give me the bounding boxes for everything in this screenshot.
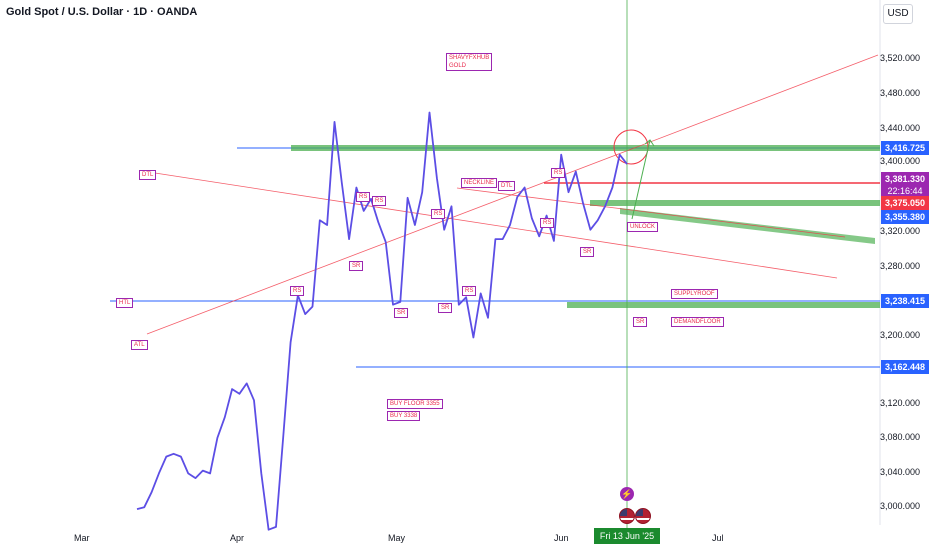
price-label: 3,480.000 — [879, 88, 920, 98]
annotation-rs[interactable]: RS — [356, 192, 371, 202]
currency-selector[interactable]: USD — [883, 4, 913, 24]
price-label: 3,400.000 — [879, 156, 920, 166]
price-label: 3,120.000 — [879, 398, 920, 408]
annotation-sr[interactable]: SR — [349, 261, 364, 271]
annotation-atl[interactable]: ATL — [131, 340, 148, 350]
annotation-dtl-2[interactable]: DTL — [498, 181, 516, 191]
price-tag-current[interactable]: 3,381.330 — [881, 172, 929, 186]
price-label: 3,440.000 — [879, 123, 920, 133]
descending-trendline[interactable] — [154, 172, 838, 279]
ascending-trendline[interactable] — [146, 54, 879, 335]
price-tag-3162[interactable]: 3,162.448 — [881, 360, 929, 374]
annotation-rs[interactable]: RS — [290, 286, 305, 296]
annotation-sr[interactable]: SR — [633, 317, 648, 327]
neckline-line[interactable] — [456, 187, 846, 238]
time-label-may: May — [388, 533, 406, 543]
price-tag-3355[interactable]: 3,355.380 — [881, 210, 929, 224]
annotation-shavyfxhub[interactable]: SHAVYFXHUB GOLD — [446, 53, 493, 71]
lightning-icon[interactable]: ⚡ — [620, 487, 634, 501]
price-label: 3,080.000 — [879, 432, 920, 442]
annotation-rs[interactable]: RS — [372, 196, 387, 206]
annotation-rs[interactable]: RS — [462, 286, 477, 296]
annotation-htl[interactable]: HTL — [116, 298, 134, 308]
symbol-title[interactable]: Gold Spot / U.S. Dollar · 1D · OANDA — [6, 6, 198, 18]
supply-zone[interactable] — [567, 302, 880, 308]
annotation-rs[interactable]: RS — [540, 218, 555, 228]
countdown-tag: 22:16:44 — [881, 184, 929, 198]
price-label: 3,040.000 — [879, 467, 920, 477]
annotation-neckline[interactable]: NECKLINE — [461, 178, 498, 188]
price-tag-3416[interactable]: 3,416.725 — [881, 141, 929, 155]
annotation-unlock[interactable]: UNLOCK — [627, 222, 659, 232]
time-label-jun: Jun — [554, 533, 569, 543]
price-label: 3,000.000 — [879, 501, 920, 511]
annotation-sr[interactable]: SR — [438, 303, 453, 313]
mid-zone[interactable] — [590, 200, 880, 206]
price-label: 3,320.000 — [879, 226, 920, 236]
resistance-zone[interactable] — [291, 145, 880, 151]
price-label: 3,520.000 — [879, 53, 920, 63]
annotation-sr[interactable]: SR — [394, 308, 409, 318]
us-flag-icon[interactable] — [619, 508, 635, 524]
annotation-supplyroof[interactable]: SUPPLYROOF — [671, 289, 718, 299]
price-tag-3375[interactable]: 3,375.050 — [881, 196, 929, 210]
time-label-mar: Mar — [74, 533, 90, 543]
annotation-buy-floor[interactable]: BUY FLOOR 3355 — [387, 399, 443, 409]
annotation-dtl[interactable]: DTL — [139, 170, 157, 180]
annotation-sr[interactable]: SR — [580, 247, 595, 257]
arrow-head — [644, 139, 655, 147]
annotation-rs[interactable]: RS — [551, 168, 566, 178]
projection-arrow[interactable] — [631, 139, 651, 220]
price-tag-3238[interactable]: 3,238.415 — [881, 294, 929, 308]
annotation-rs[interactable]: RS — [431, 209, 446, 219]
annotation-demandfloor[interactable]: DEMANDFLOOR — [671, 317, 724, 327]
price-label: 3,280.000 — [879, 261, 920, 271]
time-label-jul: Jul — [712, 533, 724, 543]
us-flag-icon[interactable] — [635, 508, 651, 524]
time-label-apr: Apr — [230, 533, 245, 543]
crosshair-date-tag: Fri 13 Jun '25 — [594, 528, 660, 544]
annotation-buy-3338[interactable]: BUY 3338 — [387, 411, 421, 421]
price-label: 3,200.000 — [879, 330, 920, 340]
